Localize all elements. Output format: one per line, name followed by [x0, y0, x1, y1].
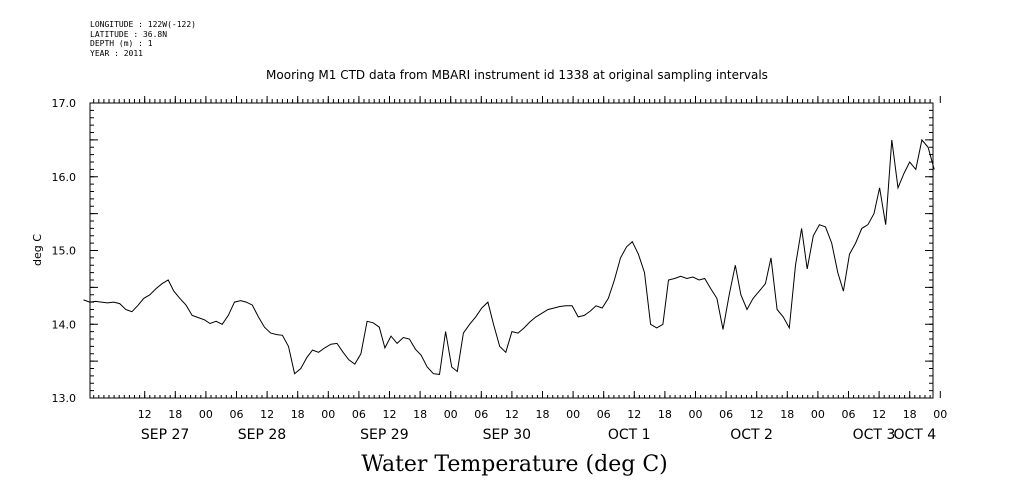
x-tick-label: 06: [352, 408, 366, 421]
y-tick-label: 15.0: [52, 245, 77, 258]
x-tick-label: 18: [658, 408, 672, 421]
x-tick-label: 18: [168, 408, 182, 421]
metadata-block: LONGITUDE : 122W(-122) LATITUDE : 36.8N …: [90, 20, 196, 58]
x-day-label: SEP 28: [238, 427, 286, 443]
meta-year: YEAR : 2011: [90, 48, 143, 58]
x-day-label: SEP 29: [360, 427, 408, 443]
x-tick-label: 12: [505, 408, 519, 421]
x-day-label: OCT 4: [893, 427, 936, 443]
footer-label: Water Temperature (deg C): [361, 452, 668, 477]
x-tick-label: 12: [872, 408, 886, 421]
chart-title: Mooring M1 CTD data from MBARI instrumen…: [266, 68, 768, 82]
x-tick-label: 12: [138, 408, 152, 421]
x-tick-label: 18: [536, 408, 550, 421]
x-day-label: OCT 1: [608, 427, 651, 443]
meta-longitude: LONGITUDE : 122W(-122): [90, 20, 196, 29]
x-tick-label: 12: [750, 408, 764, 421]
x-tick-label: 18: [413, 408, 427, 421]
x-tick-label: 18: [780, 408, 794, 421]
x-tick-label: 00: [811, 408, 825, 421]
x-day-label: OCT 3: [853, 427, 896, 443]
y-axis: 13.0 14.0 15.0 16.0 17.0: [52, 97, 933, 405]
y-tick-label: 14.0: [52, 318, 77, 331]
x-tick-label: 00: [199, 408, 213, 421]
x-tick-label: 06: [719, 408, 733, 421]
x-tick-label: 18: [903, 408, 917, 421]
plot-frame: [89, 102, 934, 399]
x-tick-label: 00: [933, 408, 947, 421]
x-axis: 12 18 00 06 12 18 00 06 12 18 00 06 12 18 00 06 12 18 00 06…: [93, 96, 947, 443]
x-tick-label: 12: [383, 408, 397, 421]
water-temperature-line: [83, 138, 935, 375]
x-tick-label: 00: [689, 408, 703, 421]
x-tick-label: 00: [566, 408, 580, 421]
x-tick-label: 06: [474, 408, 488, 421]
y-tick-label: 16.0: [52, 171, 77, 184]
x-tick-label: 06: [842, 408, 856, 421]
x-tick-label: 06: [597, 408, 611, 421]
meta-latitude: LATITUDE : 36.8N: [90, 29, 168, 39]
x-tick-label: 18: [291, 408, 305, 421]
meta-depth: DEPTH (m) : 1: [90, 39, 153, 48]
x-day-label: SEP 30: [483, 427, 531, 443]
x-tick-label: 00: [444, 408, 458, 421]
x-tick-label: 12: [627, 408, 641, 421]
y-axis-label: deg C: [31, 234, 44, 266]
x-day-label: OCT 2: [730, 427, 773, 443]
x-tick-label: 00: [321, 408, 335, 421]
y-tick-label: 13.0: [52, 392, 77, 405]
y-tick-label: 17.0: [52, 97, 77, 110]
x-tick-label: 06: [230, 408, 244, 421]
x-tick-label: 12: [260, 408, 274, 421]
x-day-label: SEP 27: [141, 427, 189, 443]
